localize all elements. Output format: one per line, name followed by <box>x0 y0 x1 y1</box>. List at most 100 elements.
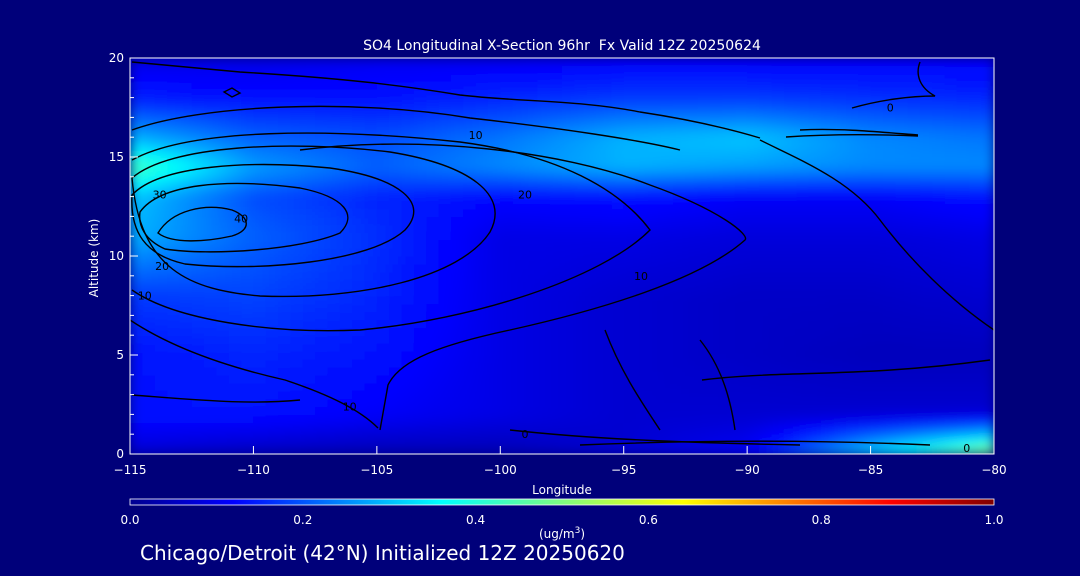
heatmap-cell <box>278 414 292 424</box>
heatmap-cell <box>821 192 835 202</box>
heatmap-cell <box>784 160 798 170</box>
heatmap-cell <box>796 438 810 447</box>
heatmap-cell <box>265 311 279 321</box>
heatmap-cell <box>364 256 378 265</box>
heatmap-cell <box>500 422 514 432</box>
heatmap-cell <box>450 224 465 234</box>
heatmap-cell <box>759 168 773 178</box>
colorbar-label: (ug/m3) <box>539 526 585 541</box>
heatmap-cell <box>611 137 625 146</box>
heatmap-cell <box>216 105 230 115</box>
heatmap-cell <box>413 168 428 178</box>
heatmap-cell <box>290 121 304 131</box>
heatmap-cell <box>376 422 390 432</box>
heatmap-cell <box>167 343 181 352</box>
heatmap-cell <box>623 374 637 384</box>
contour-label: 10 <box>138 290 152 303</box>
heatmap-cell <box>808 81 822 91</box>
heatmap-cell <box>154 81 168 91</box>
heatmap-cell <box>487 256 502 265</box>
heatmap-cell <box>475 224 489 234</box>
heatmap-cell <box>216 366 230 376</box>
heatmap-cell <box>216 81 230 91</box>
heatmap-cell <box>944 176 958 186</box>
heatmap-cell <box>524 224 539 234</box>
heatmap-cell <box>586 343 600 352</box>
heatmap-cell <box>265 319 279 329</box>
heatmap-cell <box>599 200 613 210</box>
heatmap-cell <box>389 343 403 352</box>
heatmap-cell <box>808 366 822 376</box>
heatmap-cell <box>833 137 847 146</box>
heatmap-cell <box>747 319 761 329</box>
heatmap-cell <box>130 97 144 107</box>
heatmap-cell <box>562 216 576 226</box>
heatmap-cell <box>660 351 674 360</box>
heatmap-cell <box>241 137 255 146</box>
heatmap-cell <box>870 121 884 131</box>
heatmap-cell <box>833 153 847 162</box>
heatmap-cell <box>833 168 847 178</box>
heatmap-cell <box>858 65 872 75</box>
heatmap-cell <box>154 382 168 392</box>
heatmap-cell <box>956 271 971 281</box>
heatmap-cell <box>228 200 242 210</box>
heatmap-cell <box>549 105 563 115</box>
heatmap-cell <box>821 168 835 178</box>
heatmap-cell <box>697 287 711 297</box>
heatmap-cell <box>722 446 736 454</box>
heatmap-cell <box>833 311 847 321</box>
heatmap-cell <box>734 430 748 439</box>
contour-label: 20 <box>155 260 169 273</box>
heatmap-cell <box>648 65 662 75</box>
heatmap-cell <box>352 311 366 321</box>
heatmap-cell <box>389 374 403 384</box>
heatmap-cell <box>438 390 452 400</box>
heatmap-cell <box>784 248 798 257</box>
heatmap-cell <box>574 240 588 249</box>
heatmap-cell <box>796 58 810 67</box>
heatmap-cell <box>586 65 600 75</box>
heatmap-cell <box>167 374 181 384</box>
heatmap-cell <box>389 414 403 424</box>
heatmap-cell <box>833 160 847 170</box>
heatmap-cell <box>845 248 860 257</box>
heatmap-cell <box>487 311 502 321</box>
heatmap-cell <box>524 184 539 194</box>
heatmap-cell <box>389 430 403 439</box>
heatmap-cell <box>574 263 588 273</box>
heatmap-cell <box>784 343 798 352</box>
heatmap-cell <box>932 81 946 91</box>
heatmap-cell <box>734 129 748 138</box>
heatmap-cell <box>450 65 465 75</box>
heatmap-cell <box>549 145 563 154</box>
heatmap-cell <box>636 81 650 91</box>
heatmap-cell <box>500 232 514 241</box>
heatmap-cell <box>352 256 366 265</box>
heatmap-cell <box>450 168 465 178</box>
heatmap-cell <box>339 81 353 91</box>
heatmap-cell <box>130 303 144 313</box>
heatmap-cell <box>944 398 958 408</box>
heatmap-cell <box>265 248 279 257</box>
heatmap-cell <box>290 176 304 186</box>
heatmap-cell <box>216 192 230 202</box>
heatmap-cell <box>191 184 205 194</box>
heatmap-cell <box>524 81 539 91</box>
heatmap-cell <box>413 89 428 99</box>
contour-line <box>222 87 242 98</box>
heatmap-cell <box>660 287 674 297</box>
heatmap-cell <box>142 279 156 289</box>
heatmap-cell <box>747 129 761 138</box>
heatmap-cell <box>882 382 897 392</box>
colorbar-tick-label: 0.8 <box>812 513 831 527</box>
heatmap-cell <box>413 232 428 241</box>
heatmap-cell <box>821 398 835 408</box>
heatmap-cell <box>475 240 489 249</box>
heatmap-cell <box>537 105 551 115</box>
heatmap-cell <box>450 358 465 368</box>
heatmap-cell <box>524 248 539 257</box>
heatmap-cell <box>204 153 218 162</box>
heatmap-cell <box>463 303 477 313</box>
heatmap-cell <box>808 287 822 297</box>
